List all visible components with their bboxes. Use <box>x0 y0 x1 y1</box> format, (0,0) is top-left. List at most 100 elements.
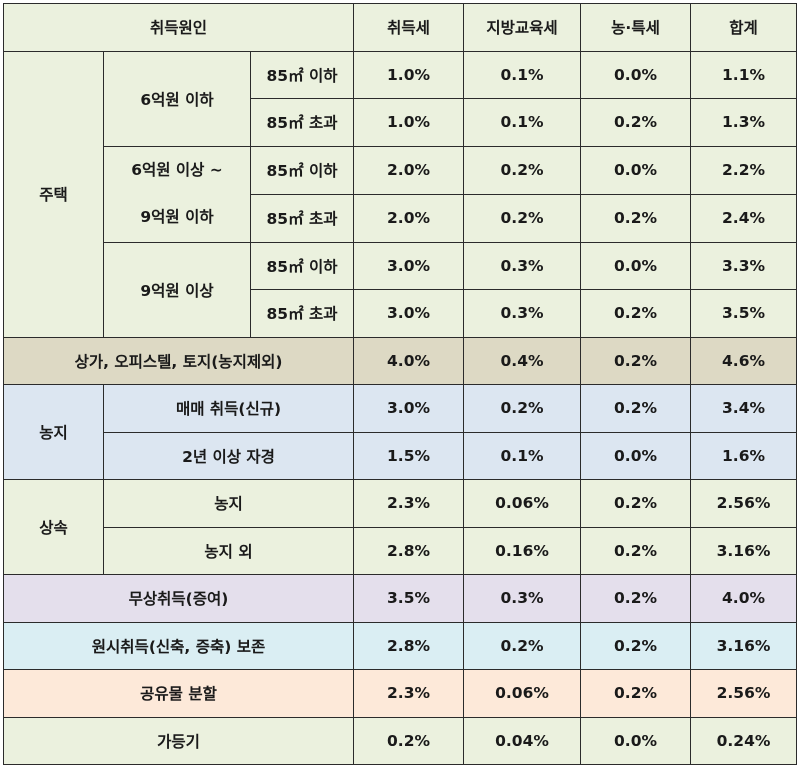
acq-tax-cell: 3.0% <box>353 384 465 433</box>
table-row: 85㎡ 초과 3.0% 0.3% 0.2% 3.5% <box>4 289 798 338</box>
area-cell: 85㎡ 초과 <box>249 98 355 147</box>
table-row: 원시취득(신축, 증축) 보존 2.8% 0.2% 0.2% 3.16% <box>2 621 798 670</box>
inheritance-sub-label: 농지 <box>102 479 355 528</box>
division-label: 공유물 분할 <box>2 669 355 718</box>
table-row: 85㎡ 초과 1.0% 0.1% 0.2% 1.3% <box>4 98 798 147</box>
total-cell: 4.0% <box>690 574 798 623</box>
acq-tax-cell: 1.0% <box>353 98 465 147</box>
inheritance-label: 상속 <box>3 479 104 575</box>
edu-tax-cell: 0.2% <box>463 145 582 195</box>
acq-tax-cell: 2.3% <box>353 479 465 528</box>
header-total: 합계 <box>690 3 798 52</box>
rural-tax-cell: 0.0% <box>580 431 692 480</box>
table-row: 9억원 이상 85㎡ 이하 3.0% 0.3% 0.0% 3.3% <box>4 241 798 338</box>
housing-tier2-label: 6억원 이상 ~ 9억원 이하 <box>103 145 251 243</box>
area-cell: 85㎡ 초과 <box>249 193 355 243</box>
edu-tax-cell: 0.06% <box>463 669 582 718</box>
rural-tax-cell: 0.2% <box>580 289 692 338</box>
acq-tax-cell: 2.0% <box>353 193 465 243</box>
inheritance-sub-label: 농지 외 <box>102 526 355 575</box>
rural-tax-cell: 0.2% <box>580 526 692 575</box>
edu-tax-cell: 0.2% <box>463 193 582 243</box>
total-cell: 0.24% <box>690 716 798 765</box>
housing-label: 주택 <box>3 50 104 338</box>
rural-tax-cell: 0.2% <box>580 193 692 243</box>
header-row: 취득원인 취득세 지방교육세 농·특세 합계 <box>2 3 798 52</box>
table-row: 농지 외 2.8% 0.16% 0.2% 3.16% <box>4 526 798 575</box>
housing-tier2-label-line2: 9억원 이하 <box>140 208 214 226</box>
gift-label: 무상취득(증여) <box>2 574 355 623</box>
total-cell: 2.2% <box>690 145 798 195</box>
acq-tax-cell: 2.0% <box>353 145 465 195</box>
housing-tier2-label-line1: 6억원 이상 ~ <box>131 160 223 179</box>
total-cell: 3.4% <box>690 384 798 433</box>
rural-tax-cell: 0.2% <box>580 669 692 718</box>
edu-tax-cell: 0.04% <box>463 716 582 765</box>
acq-tax-cell: 1.5% <box>353 431 465 480</box>
total-cell: 1.1% <box>690 50 798 99</box>
acq-tax-cell: 0.2% <box>353 716 465 765</box>
table-row: 85㎡ 초과 2.0% 0.2% 0.2% 2.4% <box>4 193 798 243</box>
table-row: 공유물 분할 2.3% 0.06% 0.2% 2.56% <box>2 669 798 718</box>
rural-tax-cell: 0.2% <box>580 384 692 433</box>
total-cell: 1.3% <box>690 98 798 147</box>
edu-tax-cell: 0.1% <box>463 431 582 480</box>
edu-tax-cell: 0.3% <box>463 574 582 623</box>
edu-tax-cell: 0.3% <box>463 289 582 338</box>
edu-tax-cell: 0.16% <box>463 526 582 575</box>
farmland-sub-label: 매매 취득(신규) <box>102 384 355 433</box>
edu-tax-cell: 0.1% <box>463 50 582 99</box>
header-acq-tax: 취득세 <box>353 3 465 52</box>
rural-tax-cell: 0.2% <box>580 621 692 670</box>
rural-tax-cell: 0.0% <box>580 716 692 765</box>
acq-tax-cell: 3.0% <box>353 289 465 338</box>
table-row: 가등기 0.2% 0.04% 0.0% 0.24% <box>2 716 798 765</box>
total-cell: 2.56% <box>690 669 798 718</box>
acq-tax-cell: 2.8% <box>353 621 465 670</box>
area-cell: 85㎡ 이하 <box>249 50 355 99</box>
acq-tax-cell: 3.0% <box>353 241 465 290</box>
acq-tax-cell: 1.0% <box>353 50 465 99</box>
housing-tier3-label: 9억원 이상 <box>103 241 251 338</box>
rural-tax-cell: 0.2% <box>580 574 692 623</box>
acq-tax-cell: 2.8% <box>353 526 465 575</box>
commercial-label: 상가, 오피스텔, 토지(농지제외) <box>2 336 355 385</box>
total-cell: 3.16% <box>690 526 798 575</box>
header-cause: 취득원인 <box>2 3 355 52</box>
edu-tax-cell: 0.2% <box>463 384 582 433</box>
acq-tax-cell: 3.5% <box>353 574 465 623</box>
rural-tax-cell: 0.2% <box>580 479 692 528</box>
table-row: 상가, 오피스텔, 토지(농지제외) 4.0% 0.4% 0.2% 4.6% <box>2 336 798 385</box>
table-row: 2년 이상 자경 1.5% 0.1% 0.0% 1.6% <box>4 431 798 480</box>
table-row: 6억원 이상 ~ 9억원 이하 85㎡ 이하 2.0% 0.2% 0.0% 2.… <box>4 145 798 243</box>
total-cell: 3.5% <box>690 289 798 338</box>
table-row: 무상취득(증여) 3.5% 0.3% 0.2% 4.0% <box>2 574 798 623</box>
table-row: 농지 매매 취득(신규) 3.0% 0.2% 0.2% 3.4% <box>3 384 798 480</box>
farmland-sub-label: 2년 이상 자경 <box>102 431 355 480</box>
rural-tax-cell: 0.2% <box>580 336 692 385</box>
tax-rate-table-container: 취득원인 취득세 지방교육세 농·특세 합계 주택 6억원 이하 85㎡ 이하 … <box>2 3 798 765</box>
total-cell: 1.6% <box>690 431 798 480</box>
header-rural-tax: 농·특세 <box>580 3 692 52</box>
rural-tax-cell: 0.0% <box>580 145 692 195</box>
total-cell: 2.56% <box>690 479 798 528</box>
rural-tax-cell: 0.2% <box>580 98 692 147</box>
acq-tax-cell: 2.3% <box>353 669 465 718</box>
rural-tax-cell: 0.0% <box>580 241 692 290</box>
original-label: 원시취득(신축, 증축) 보존 <box>2 621 355 670</box>
total-cell: 2.4% <box>690 193 798 243</box>
area-cell: 85㎡ 초과 <box>249 289 355 338</box>
rural-tax-cell: 0.0% <box>580 50 692 99</box>
table-row: 주택 6억원 이하 85㎡ 이하 1.0% 0.1% 0.0% 1.1% <box>3 50 798 338</box>
housing-tier1-label: 6억원 이하 <box>103 50 251 147</box>
total-cell: 3.16% <box>690 621 798 670</box>
edu-tax-cell: 0.1% <box>463 98 582 147</box>
header-edu-tax: 지방교육세 <box>463 3 582 52</box>
edu-tax-cell: 0.4% <box>463 336 582 385</box>
area-cell: 85㎡ 이하 <box>249 241 355 290</box>
registration-label: 가등기 <box>2 716 355 765</box>
total-cell: 3.3% <box>690 241 798 290</box>
farmland-label: 농지 <box>3 384 104 480</box>
acq-tax-cell: 4.0% <box>353 336 465 385</box>
area-cell: 85㎡ 이하 <box>249 145 355 195</box>
